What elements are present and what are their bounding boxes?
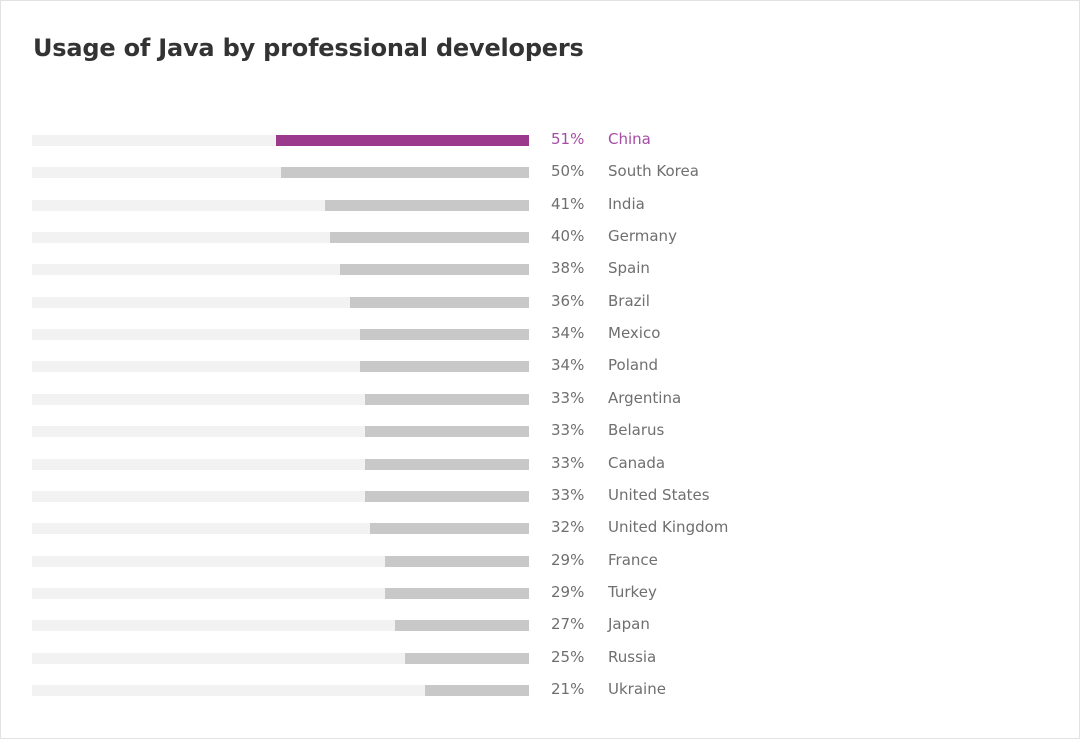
category-label: Spain [608,259,650,278]
bar-track [32,684,529,696]
chart-title: Usage of Java by professional developers [33,34,584,62]
value-label: 50% [551,162,585,181]
bar-track [32,199,529,211]
bar [280,167,529,179]
bar-track [32,587,529,599]
category-label: Ukraine [608,679,666,698]
value-label: 33% [551,388,585,407]
value-label: 25% [551,647,585,666]
value-label: 33% [551,453,585,472]
category-label: Brazil [608,291,650,310]
category-label: Belarus [608,421,665,440]
bar [330,232,529,244]
bar [404,652,529,664]
bar-track [32,232,529,244]
category-label: China [608,130,651,148]
value-label: 29% [551,550,585,569]
bar [365,458,529,470]
bar [325,199,529,211]
bar-track [32,361,529,373]
bar [275,135,529,146]
value-label: 34% [551,356,585,375]
bar-track [32,264,529,276]
value-label: 21% [551,679,585,698]
bar-track [32,393,529,405]
bar-track [32,555,529,567]
value-label: 36% [551,291,585,310]
bar-track [32,426,529,438]
category-label: United States [608,485,710,504]
bar [394,620,529,632]
category-label: Argentina [608,388,682,407]
bar-track [32,167,529,179]
value-label: 51% [551,130,585,148]
value-label: 34% [551,324,585,343]
bar-track [32,652,529,664]
category-label: Germany [608,227,677,246]
value-label: 32% [551,518,585,537]
bar-track [32,329,529,341]
bar [365,426,529,438]
bar [384,587,529,599]
value-label: 29% [551,582,585,601]
bar-track [32,490,529,502]
bar [424,684,529,696]
value-label: 38% [551,259,585,278]
category-label: Canada [608,453,666,472]
category-label: United Kingdom [608,518,729,537]
bar-track [32,135,529,146]
category-label: France [608,550,658,569]
category-label: Turkey [608,582,657,601]
bar [365,393,529,405]
bar [365,490,529,502]
value-label: 27% [551,615,585,634]
category-label: South Korea [608,162,699,181]
bar-track [32,620,529,632]
value-label: 40% [551,227,585,246]
bar-track [32,458,529,470]
bar [360,361,529,373]
value-label: 33% [551,421,585,440]
category-label: India [608,194,645,213]
bar [340,264,529,276]
category-label: Japan [608,615,650,634]
category-label: Russia [608,647,657,666]
bar [384,555,529,567]
value-label: 41% [551,194,585,213]
bar [369,523,529,535]
bar-track [32,296,529,308]
value-label: 33% [551,485,585,504]
bar [350,296,529,308]
category-label: Mexico [608,324,661,343]
bar-track [32,523,529,535]
bar [360,329,529,341]
category-label: Poland [608,356,659,375]
